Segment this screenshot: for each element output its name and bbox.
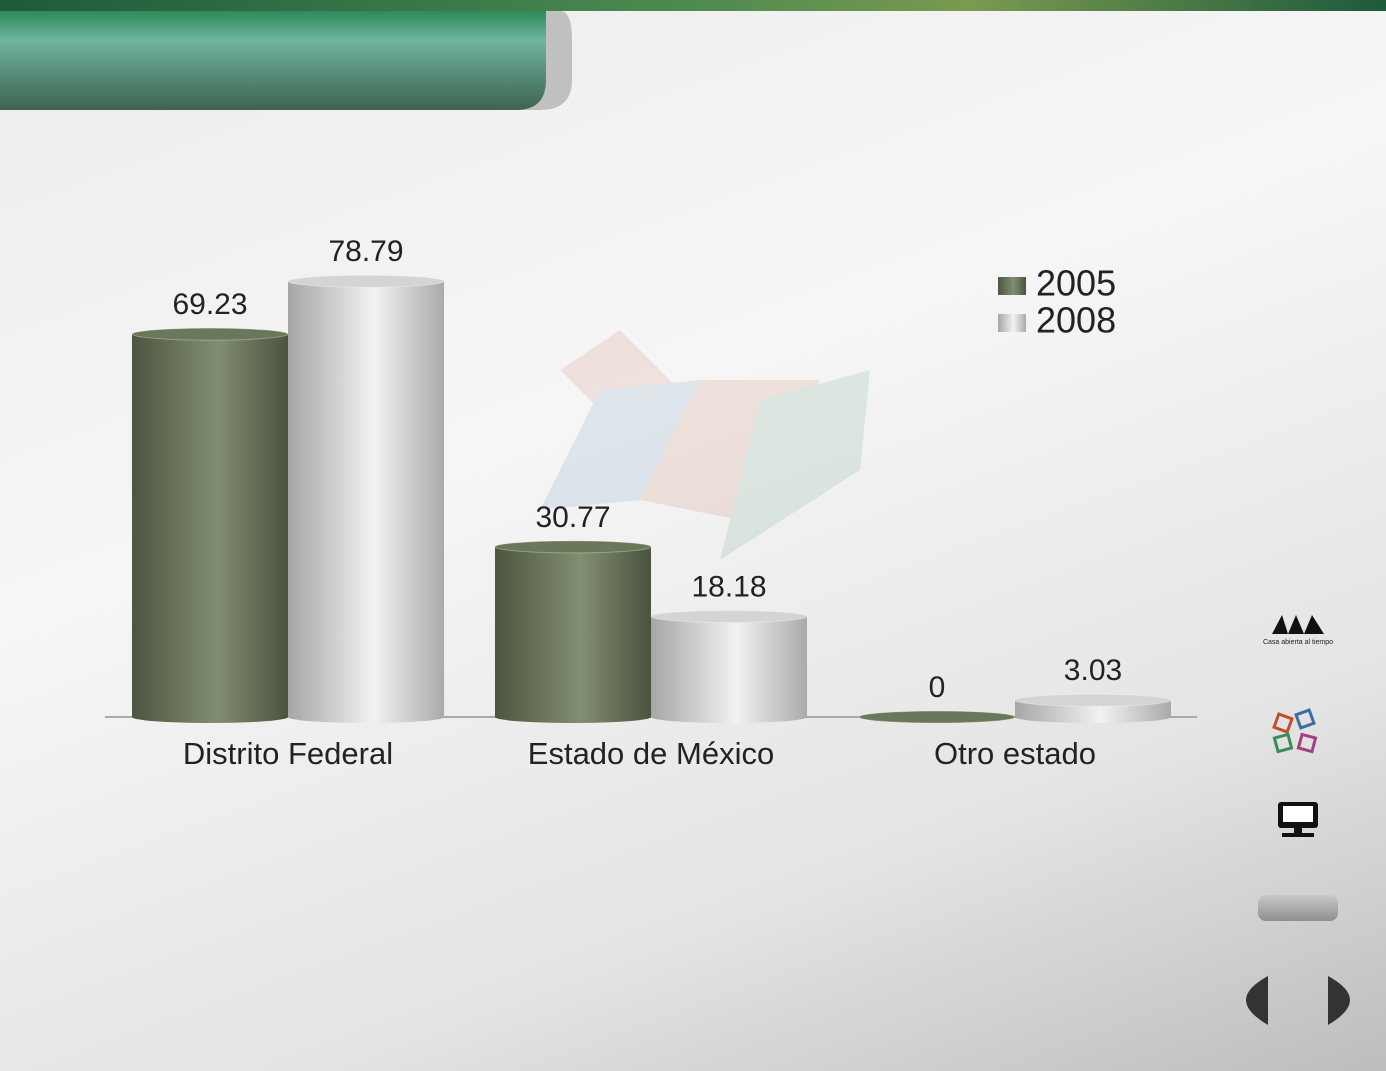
value-label: 69.23: [172, 288, 247, 321]
top-bar: [0, 0, 1386, 11]
legend-swatch: [998, 277, 1026, 295]
bar-top: [287, 274, 445, 288]
bar: [288, 281, 444, 723]
logo-mark: [1272, 615, 1324, 634]
bar-top: [1014, 693, 1172, 707]
value-label: 3.03: [1064, 654, 1122, 687]
x-tick-label: Otro estado: [934, 736, 1096, 771]
value-label: 18.18: [691, 570, 766, 603]
bar-top: [131, 327, 289, 341]
bar: [132, 334, 288, 723]
bar-top: [650, 609, 808, 623]
bar: [1015, 700, 1171, 723]
menu-button[interactable]: [1258, 895, 1338, 921]
header-tab: [0, 11, 546, 110]
value-label: 0: [929, 671, 946, 704]
watermark: [540, 330, 870, 560]
bar: [651, 616, 807, 723]
x-tick-label: Distrito Federal: [182, 736, 394, 771]
legend-swatch: [998, 314, 1026, 332]
bar: [495, 546, 651, 723]
logo-text: Casa abierta al tiempo: [1263, 639, 1333, 646]
sidebar: Casa abierta al tiempo: [1246, 615, 1350, 1025]
legend-label: 2005: [1036, 263, 1116, 304]
value-label: 30.77: [535, 501, 610, 534]
bar-top: [858, 710, 1016, 724]
computer-icon[interactable]: [1278, 802, 1318, 837]
legend-label: 2008: [1036, 300, 1116, 341]
x-tick-label: Estado de México: [527, 736, 775, 771]
prev-button[interactable]: [1246, 976, 1268, 1025]
library-icon[interactable]: [1272, 708, 1318, 754]
next-button[interactable]: [1328, 976, 1350, 1025]
value-label: 78.79: [328, 235, 403, 268]
bar-top: [494, 540, 652, 554]
